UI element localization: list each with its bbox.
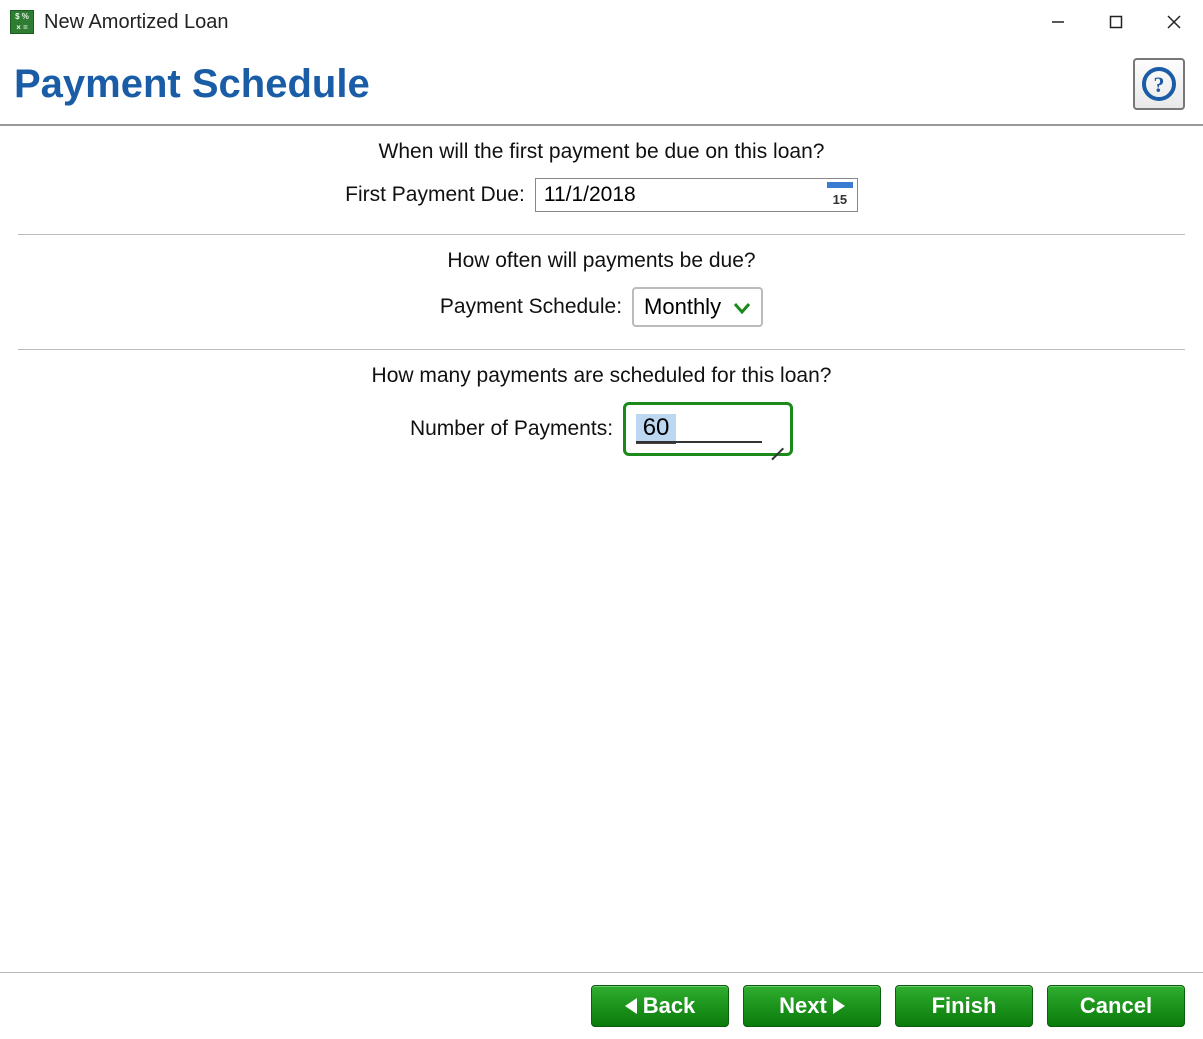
- maximize-button[interactable]: [1087, 0, 1145, 44]
- finish-button[interactable]: Finish: [895, 985, 1033, 1027]
- window-title: New Amortized Loan: [44, 11, 229, 34]
- num-payments-label: Number of Payments:: [410, 417, 613, 441]
- finish-button-label: Finish: [932, 993, 997, 1019]
- section-schedule: How often will payments be due? Payment …: [18, 234, 1185, 349]
- content-area: When will the first payment be due on th…: [0, 126, 1203, 972]
- num-payments-prompt: How many payments are scheduled for this…: [18, 364, 1185, 388]
- schedule-select[interactable]: Monthly: [632, 287, 763, 327]
- titlebar: New Amortized Loan: [0, 0, 1203, 44]
- triangle-right-icon: [833, 998, 845, 1014]
- close-button[interactable]: [1145, 0, 1203, 44]
- first-payment-label: First Payment Due:: [345, 183, 525, 207]
- chevron-down-icon: [733, 294, 751, 320]
- triangle-left-icon: [625, 998, 637, 1014]
- num-payments-input-box[interactable]: 60: [623, 402, 793, 456]
- close-icon: [1167, 15, 1181, 29]
- minimize-icon: [1051, 15, 1065, 29]
- page-title: Payment Schedule: [14, 62, 370, 107]
- help-button[interactable]: ?: [1133, 58, 1185, 110]
- back-button-label: Back: [643, 993, 696, 1019]
- maximize-icon: [1109, 15, 1123, 29]
- input-underline: [636, 441, 762, 443]
- back-button[interactable]: Back: [591, 985, 729, 1027]
- first-payment-date-input[interactable]: [536, 179, 823, 211]
- schedule-prompt: How often will payments be due?: [18, 249, 1185, 273]
- header: Payment Schedule ?: [0, 44, 1203, 126]
- next-button[interactable]: Next: [743, 985, 881, 1027]
- section-num-payments: How many payments are scheduled for this…: [18, 349, 1185, 478]
- num-payments-field: Number of Payments: 60: [18, 402, 1185, 456]
- schedule-selected-value: Monthly: [644, 294, 721, 320]
- app-icon: [10, 10, 34, 34]
- calendar-button[interactable]: 15: [824, 180, 856, 210]
- calendar-icon: 15: [833, 192, 847, 207]
- resize-grip-icon: [768, 433, 784, 449]
- schedule-field: Payment Schedule: Monthly: [18, 287, 1185, 327]
- footer: Back Next Finish Cancel: [0, 972, 1203, 1039]
- first-payment-date-picker[interactable]: 15: [535, 178, 858, 212]
- cancel-button[interactable]: Cancel: [1047, 985, 1185, 1027]
- first-payment-field: First Payment Due: 15: [18, 178, 1185, 212]
- cancel-button-label: Cancel: [1080, 993, 1152, 1019]
- num-payments-value[interactable]: 60: [636, 414, 676, 444]
- help-icon: ?: [1141, 66, 1177, 102]
- svg-text:?: ?: [1154, 72, 1165, 97]
- next-button-label: Next: [779, 993, 827, 1019]
- window-controls: [1029, 0, 1203, 44]
- first-payment-prompt: When will the first payment be due on th…: [18, 140, 1185, 164]
- minimize-button[interactable]: [1029, 0, 1087, 44]
- schedule-label: Payment Schedule:: [440, 295, 622, 319]
- section-first-payment: When will the first payment be due on th…: [18, 126, 1185, 234]
